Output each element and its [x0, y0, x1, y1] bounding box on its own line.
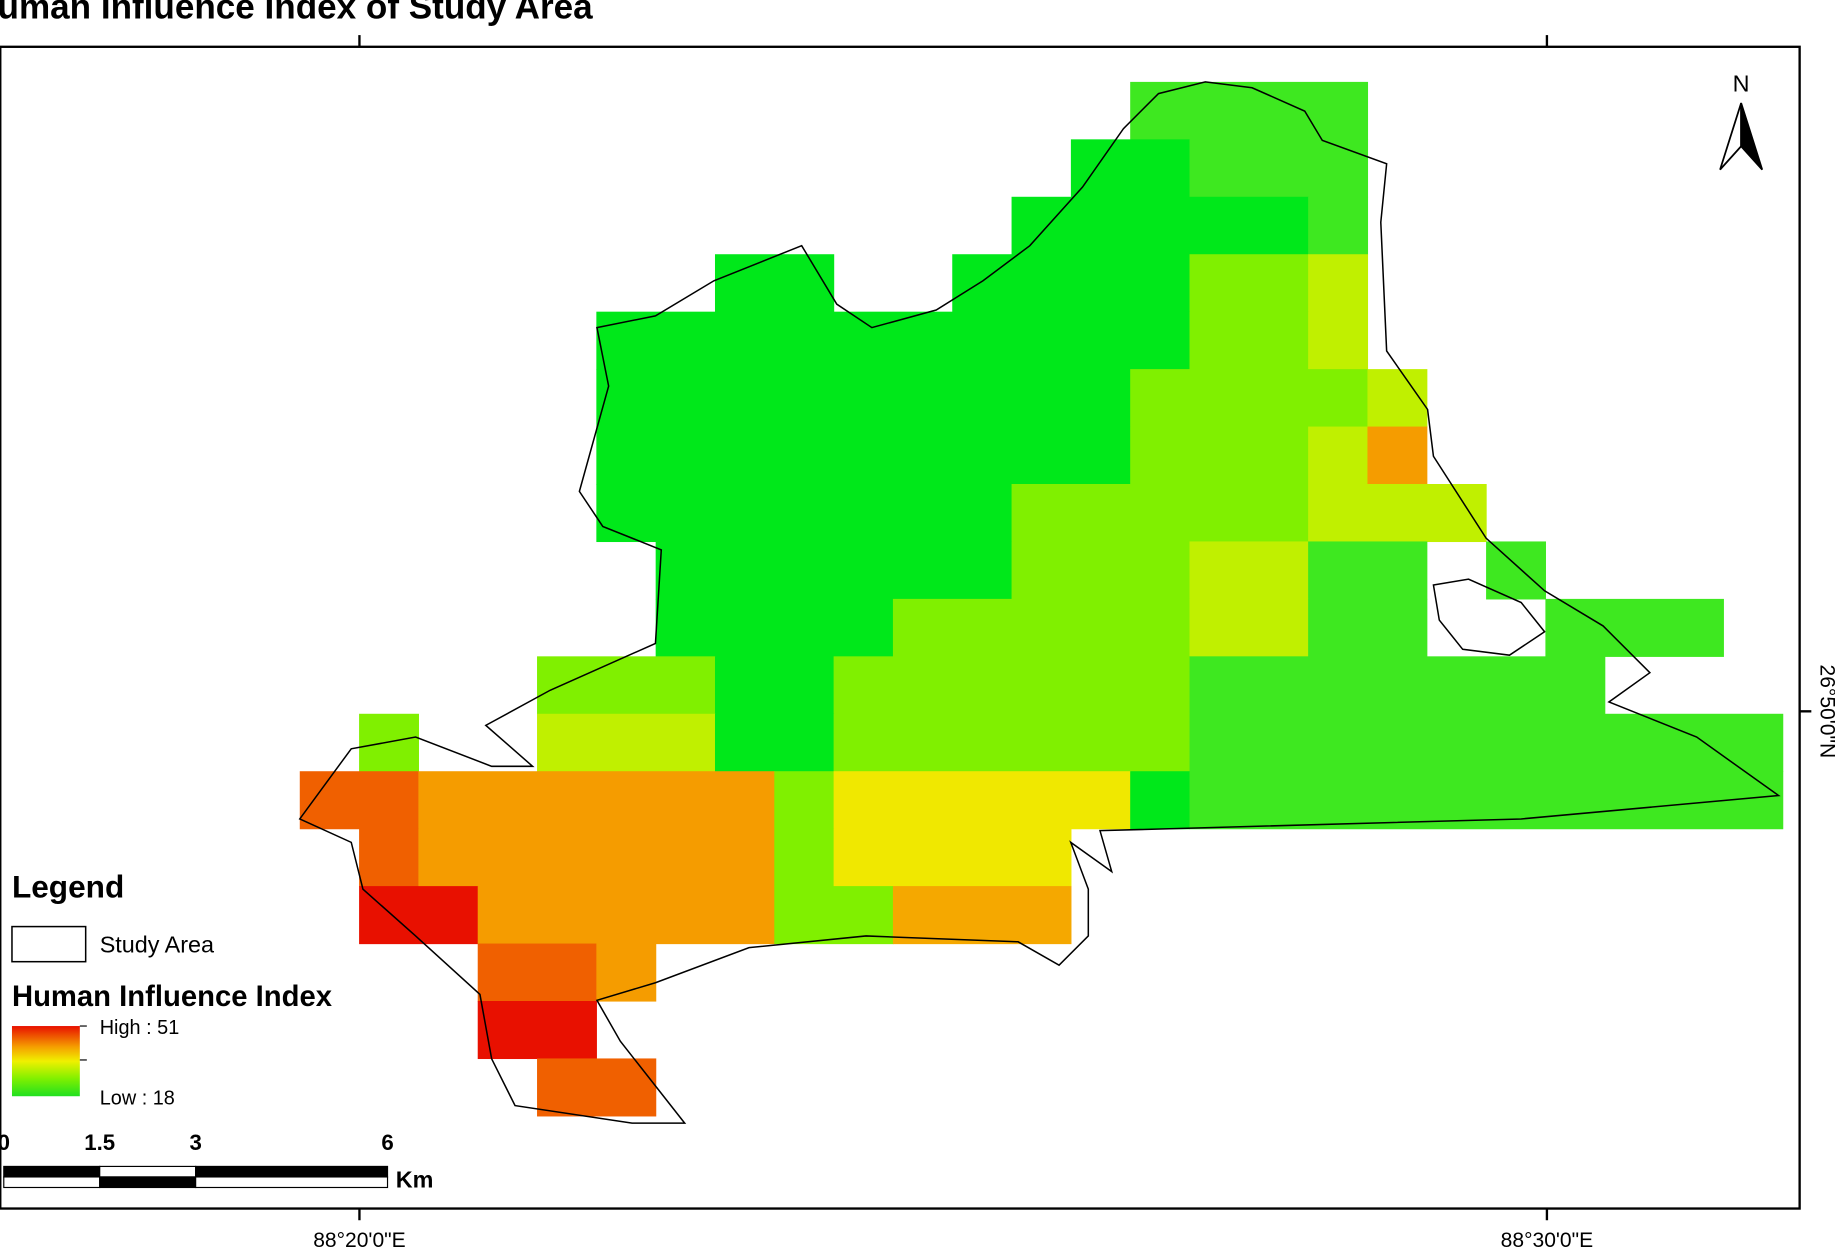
- raster-cell: [418, 771, 775, 830]
- scale-unit: Km: [396, 1166, 434, 1192]
- raster-cell: [596, 943, 657, 1002]
- scale-bar: Km 0 1.5 3 6: [0, 1130, 433, 1192]
- scale-tick-label: 1.5: [84, 1130, 115, 1155]
- raster-cell: [1308, 484, 1487, 543]
- north-label: N: [1733, 70, 1750, 96]
- raster-cell: [892, 598, 1191, 657]
- raster-cell: [1189, 139, 1369, 198]
- raster-cell: [714, 254, 835, 313]
- study-area-outline: [298, 81, 1781, 1124]
- raster-cell: [418, 828, 775, 887]
- raster-cell: [1308, 598, 1428, 657]
- raster-cell: [1011, 484, 1309, 543]
- raster-cell: [1486, 541, 1546, 600]
- raster-cell: [655, 598, 894, 657]
- raster-cell: [892, 886, 1072, 945]
- raster-cell: [537, 713, 716, 772]
- legend-gradient: [11, 1026, 80, 1097]
- legend-label: Low : 18: [100, 1087, 175, 1109]
- graticule-label: 88°30'0"E: [1501, 1229, 1593, 1252]
- raster-cell: [299, 771, 419, 830]
- scale-segment: [3, 1165, 101, 1178]
- raster-cell: [359, 886, 479, 945]
- scale-segment: [99, 1165, 197, 1178]
- raster-cell: [1308, 541, 1428, 600]
- raster-cell: [1011, 196, 1309, 255]
- raster-cell: [1308, 426, 1369, 485]
- north-arrow-right: [1740, 102, 1764, 171]
- graticule-label: 26°50'0"N: [1816, 664, 1835, 758]
- raster-cell: [1367, 369, 1428, 428]
- scale-segment: [195, 1176, 389, 1189]
- raster-cell: [1367, 426, 1428, 485]
- raster-cell: [1130, 81, 1369, 140]
- raster-cell: [1011, 541, 1191, 600]
- raster-cell: [596, 311, 1191, 370]
- raster-cell: [714, 656, 835, 715]
- raster-cell: [477, 1000, 597, 1060]
- raster-cell: [655, 541, 1013, 600]
- raster-cell: [359, 713, 419, 772]
- raster-cell: [833, 713, 1191, 772]
- raster-cell: [477, 943, 597, 1002]
- north-arrow: N: [1719, 70, 1764, 171]
- scale-tick-label: 0: [0, 1130, 10, 1155]
- raster-cell: [833, 771, 1131, 830]
- raster-cell: [1308, 196, 1369, 255]
- raster-cell: [596, 426, 1131, 485]
- raster-cell: [1189, 541, 1309, 600]
- raster-cell: [1189, 311, 1309, 370]
- graticule-label: 88°20'0"E: [313, 1229, 405, 1252]
- legend-title: Legend: [12, 868, 124, 904]
- raster-cell: [1130, 369, 1369, 428]
- legend: Legend Study Area Human Influence Index …: [11, 868, 333, 1109]
- raster-cell: [537, 1058, 657, 1117]
- legend-subtitle: Human Influence Index: [12, 981, 333, 1013]
- raster-cell: [1308, 254, 1369, 313]
- raster-cell: [714, 713, 835, 772]
- legend-label: High : 51: [100, 1017, 180, 1039]
- raster-cell: [537, 656, 716, 715]
- legend-label: Study Area: [100, 931, 214, 957]
- north-arrow-left: [1719, 102, 1743, 171]
- raster-cells: [299, 81, 1784, 1117]
- raster-cell: [477, 886, 775, 945]
- scale-segment: [3, 1176, 101, 1189]
- raster-cell: [1189, 254, 1309, 313]
- raster-cell: [833, 828, 1072, 887]
- raster-cell: [774, 886, 894, 945]
- raster-cell: [1189, 713, 1784, 772]
- raster-cell: [596, 484, 1013, 543]
- raster-cell: [1130, 771, 1191, 830]
- scale-tick-label: 3: [189, 1130, 201, 1155]
- map-frame: [0, 45, 1801, 1210]
- raster-cell: [774, 828, 835, 887]
- raster-cell: [1308, 311, 1369, 370]
- scale-segment: [99, 1176, 197, 1189]
- raster-cell: [1070, 139, 1191, 198]
- scale-tick-label: 6: [381, 1130, 393, 1155]
- raster-cell: [596, 369, 1131, 428]
- legend-swatch: [11, 925, 87, 963]
- raster-cell: [774, 771, 835, 830]
- raster-cell: [952, 254, 1191, 313]
- raster-cell: [1130, 426, 1309, 485]
- raster-cell: [1189, 598, 1309, 657]
- scale-segment: [195, 1165, 389, 1178]
- raster-cell: [833, 656, 1191, 715]
- map-title: Human Influence Index of Study Area: [0, 0, 593, 27]
- raster-cell: [1189, 656, 1606, 715]
- raster-cell: [359, 828, 419, 887]
